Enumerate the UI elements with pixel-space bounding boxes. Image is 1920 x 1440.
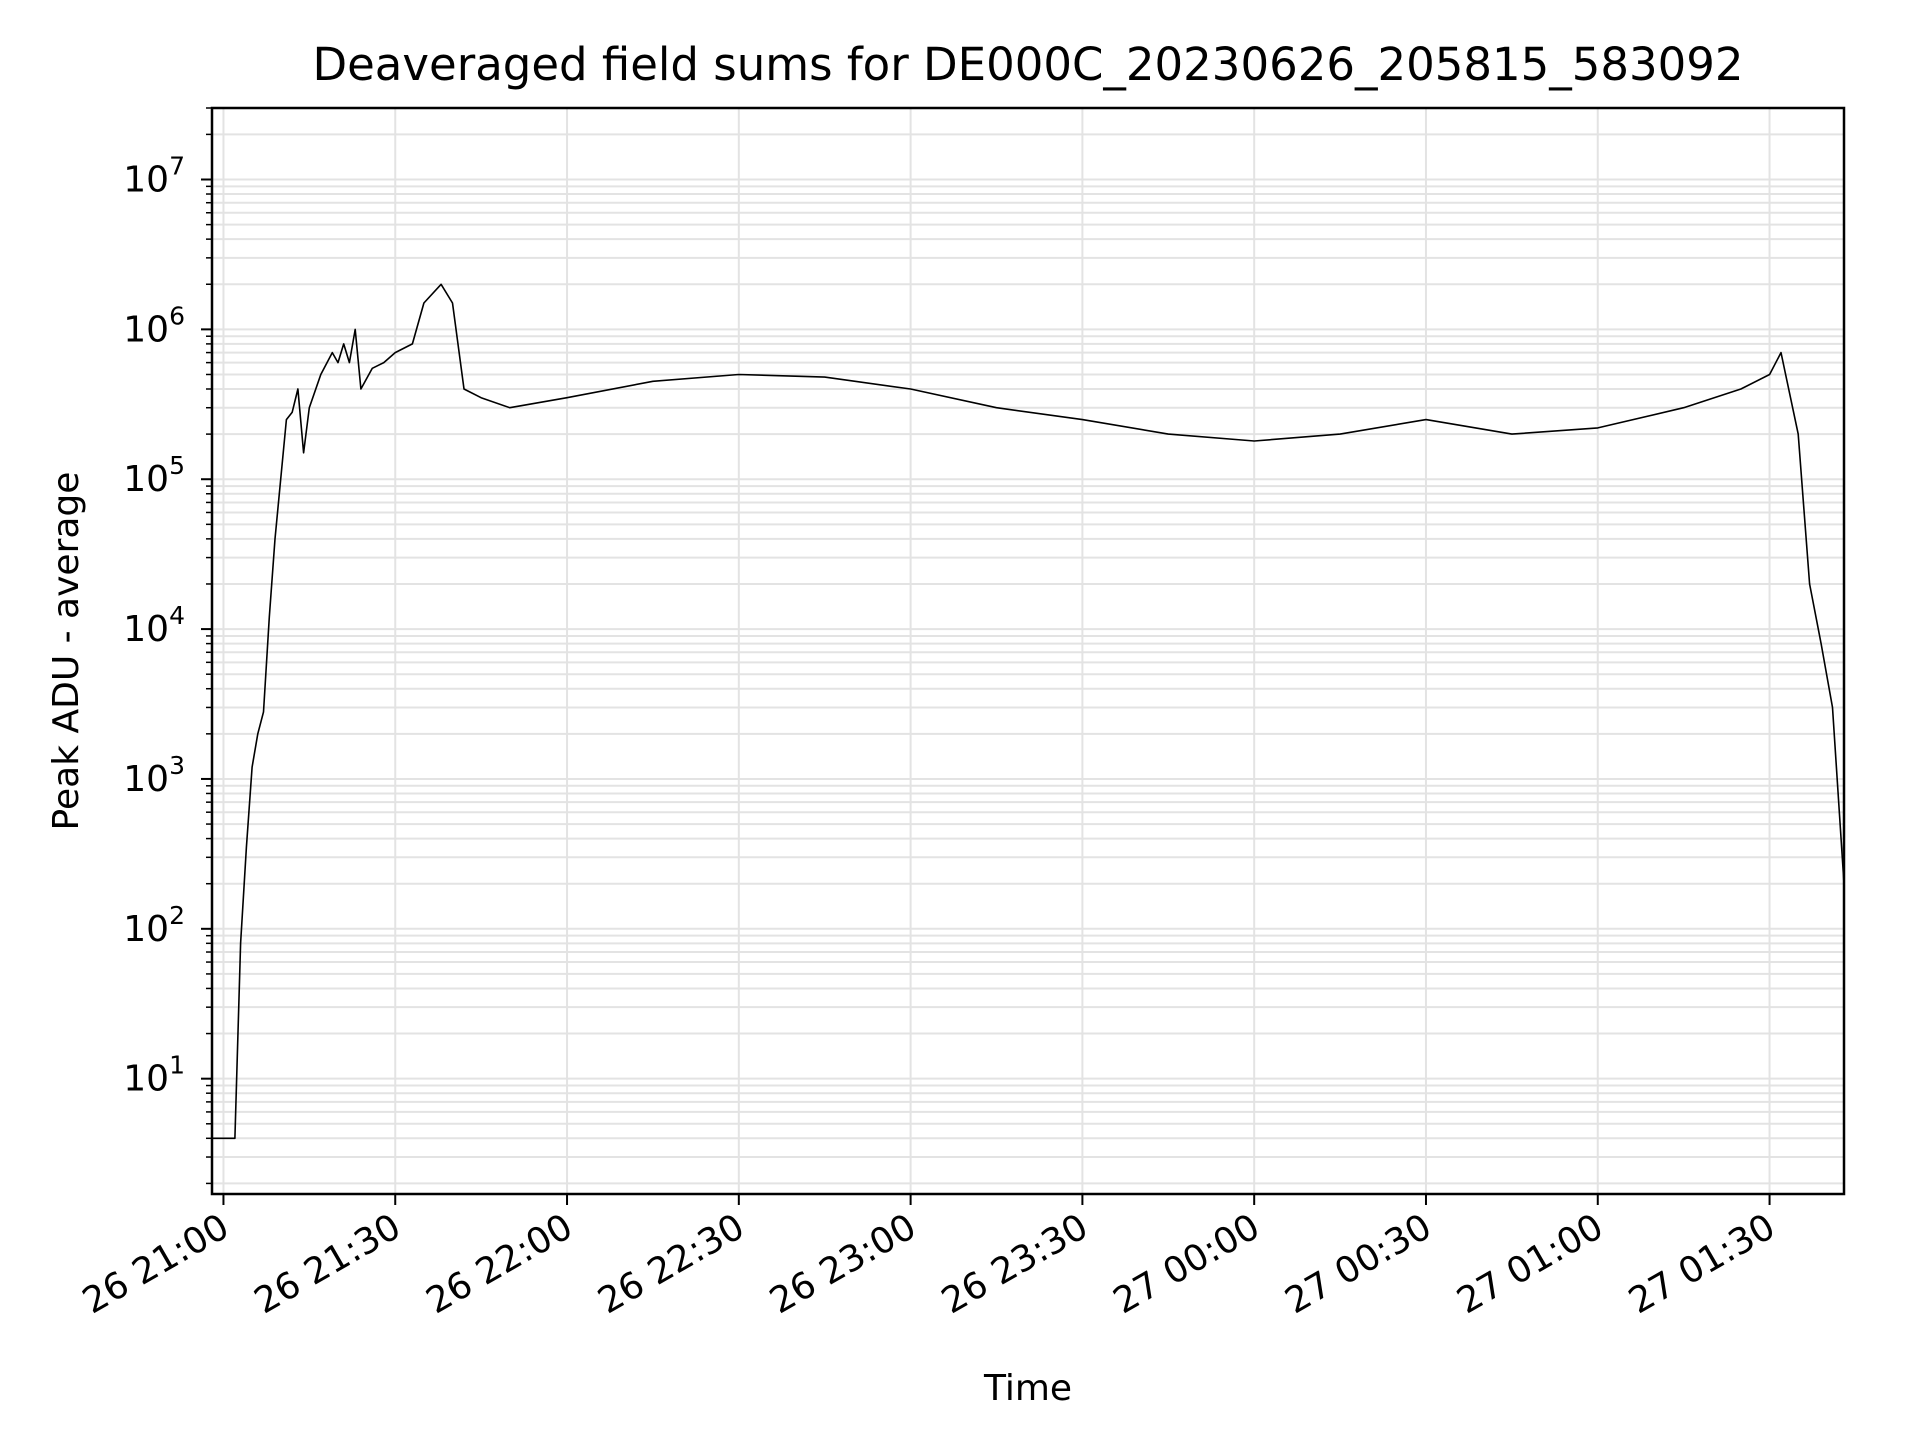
- y-axis-label: Peak ADU - average: [46, 472, 87, 831]
- y-tick-label: 107: [123, 152, 185, 201]
- chart-title: Deaveraged field sums for DE000C_2023062…: [312, 38, 1743, 91]
- y-tick-exponent: 3: [169, 751, 185, 780]
- y-tick-base: 10: [123, 309, 169, 350]
- y-tick-exponent: 7: [169, 152, 185, 181]
- y-tick-exponent: 1: [169, 1051, 185, 1080]
- y-tick-label: 106: [123, 301, 185, 350]
- grid-major: [212, 108, 1844, 1194]
- y-tick-label: 105: [123, 451, 185, 500]
- y-tick-base: 10: [123, 759, 169, 800]
- series-line: [212, 283, 1845, 1140]
- grid-minor: [212, 107, 1844, 1185]
- y-tick-exponent: 6: [169, 301, 185, 330]
- series-layer: [212, 283, 1845, 1140]
- y-tick-exponent: 5: [169, 451, 185, 480]
- x-axis-label: Time: [983, 1368, 1072, 1409]
- y-tick-base: 10: [123, 160, 169, 201]
- y-tick-base: 10: [123, 909, 169, 950]
- y-tick-exponent: 4: [169, 601, 185, 630]
- y-tick-base: 10: [123, 459, 169, 500]
- y-tick-base: 10: [123, 609, 169, 650]
- plot-frame: [210, 106, 1846, 1196]
- y-tick-label: 102: [123, 901, 185, 950]
- y-tick-base: 10: [123, 1059, 169, 1100]
- y-tick-label: 101: [123, 1051, 185, 1100]
- y-tick-label: 103: [123, 751, 185, 800]
- y-tick-label: 104: [123, 601, 185, 650]
- y-tick-exponent: 2: [169, 901, 185, 930]
